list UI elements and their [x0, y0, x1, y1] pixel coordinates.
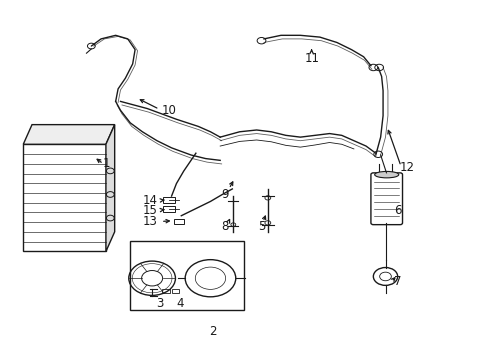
- Text: 6: 6: [393, 204, 401, 217]
- Bar: [174, 219, 183, 224]
- Text: 10: 10: [162, 104, 176, 117]
- Ellipse shape: [374, 171, 398, 178]
- Text: 4: 4: [176, 297, 183, 310]
- Bar: [130, 241, 244, 310]
- Text: 7: 7: [393, 275, 401, 288]
- Bar: [163, 206, 175, 212]
- Text: 11: 11: [305, 52, 320, 65]
- Text: 2: 2: [209, 325, 216, 338]
- Text: 8: 8: [221, 220, 228, 233]
- Text: 13: 13: [142, 215, 157, 228]
- Text: 5: 5: [257, 220, 264, 233]
- Polygon shape: [23, 125, 115, 144]
- Bar: [171, 289, 179, 293]
- Bar: [163, 197, 175, 203]
- Text: 3: 3: [155, 297, 163, 310]
- Bar: [162, 289, 169, 293]
- Polygon shape: [106, 125, 115, 251]
- Text: 9: 9: [221, 188, 228, 201]
- Text: 15: 15: [142, 204, 157, 217]
- Text: 1: 1: [102, 157, 109, 170]
- Text: 14: 14: [142, 194, 157, 207]
- Text: 12: 12: [399, 161, 414, 174]
